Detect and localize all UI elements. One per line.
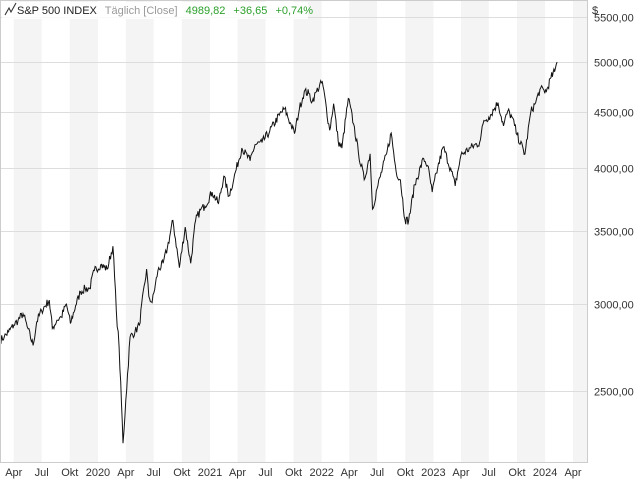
y-tick-label: 5500,00 bbox=[594, 13, 634, 25]
x-tick-label: 2021 bbox=[198, 467, 222, 479]
y-tick-label: 4000,00 bbox=[594, 164, 634, 176]
x-tick-label: Okt bbox=[285, 467, 302, 479]
price-line bbox=[0, 61, 558, 444]
y-tick-label: 3500,00 bbox=[594, 227, 634, 239]
x-tick-label: Jul bbox=[35, 467, 49, 479]
x-axis: Apr Jul Okt 2020 Apr Jul Okt 2021 Apr Jul Okt 2022 A… bbox=[5, 467, 582, 479]
x-tick-label: Apr bbox=[229, 467, 246, 479]
x-tick-label: Jul bbox=[258, 467, 272, 479]
x-tick-label: Apr bbox=[341, 467, 358, 479]
x-tick-label: 2020 bbox=[86, 467, 110, 479]
x-tick-label: Apr bbox=[564, 467, 581, 479]
x-tick-label: Okt bbox=[397, 467, 414, 479]
currency-label: $ bbox=[592, 5, 598, 17]
x-tick-label: 2022 bbox=[309, 467, 333, 479]
x-tick-label: Apr bbox=[117, 467, 134, 479]
price-change: +36,65 bbox=[233, 5, 267, 17]
x-tick-label: 2023 bbox=[421, 467, 445, 479]
x-tick-label: Jul bbox=[147, 467, 161, 479]
symbol-label: S&P 500 INDEX bbox=[17, 5, 98, 17]
x-tick-label: Jul bbox=[370, 467, 384, 479]
svg-text:S&P 500 INDEX Täglich [C: S&P 500 INDEX Täglich [Close] 4989,82 +3… bbox=[17, 5, 313, 17]
chart-header: S&P 500 INDEX Täglich [Close] 4989,82 +3… bbox=[2, 2, 313, 19]
y-axis: 2500,00 3000,00 3500,00 4000,00 4500,00 5000,… bbox=[594, 13, 634, 399]
x-tick-label: Okt bbox=[173, 467, 190, 479]
line-chart-icon bbox=[4, 2, 17, 16]
y-tick-label: 5000,00 bbox=[594, 58, 634, 70]
x-tick-label: Okt bbox=[61, 467, 78, 479]
x-tick-label: Apr bbox=[5, 467, 22, 479]
last-price: 4989,82 bbox=[186, 5, 226, 17]
plot-frame bbox=[0, 0, 588, 463]
y-tick-label: 3000,00 bbox=[594, 300, 634, 312]
x-tick-label: Jul bbox=[482, 467, 496, 479]
y-tick-label: 4500,00 bbox=[594, 108, 634, 120]
interval-label: Täglich [Close] bbox=[105, 5, 178, 17]
x-tick-label: Apr bbox=[452, 467, 469, 479]
x-tick-label: Okt bbox=[508, 467, 525, 479]
x-tick-label: 2024 bbox=[533, 467, 557, 479]
header-background bbox=[2, 2, 308, 19]
y-tick-label: 2500,00 bbox=[594, 387, 634, 399]
price-change-percent: +0,74% bbox=[275, 5, 313, 17]
